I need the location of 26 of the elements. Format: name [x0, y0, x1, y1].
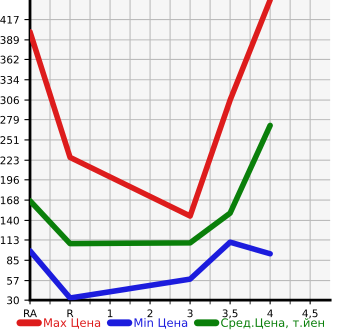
legend-label: Сред.Цена, т.йен: [221, 318, 324, 330]
x-tick-label: 3: [188, 309, 193, 318]
y-tick-label: 251: [0, 136, 19, 144]
x-tick-label: 4,5: [302, 310, 318, 318]
legend-label: Max Цена: [44, 318, 100, 329]
y-tick-label: 57: [7, 276, 19, 285]
y-tick-label: 417: [0, 16, 19, 24]
y-tick-label: 334: [0, 76, 20, 84]
y-tick-label: 113: [0, 236, 19, 244]
x-tick-label: 1: [108, 310, 112, 318]
y-tick-label: 140: [0, 216, 19, 225]
y-tick-label: 223: [0, 156, 19, 164]
y-tick-label: 196: [0, 176, 19, 184]
y-tick-label: 306: [0, 96, 19, 104]
x-tick-label: 3,5: [222, 309, 238, 318]
y-tick-label: 168: [0, 196, 19, 204]
y-tick-label: 30: [7, 296, 19, 304]
x-tick-label: 2: [148, 309, 152, 318]
x-tick-label: 4: [267, 310, 273, 318]
x-tick-label: RA: [24, 310, 37, 318]
y-tick-label: 362: [0, 56, 19, 64]
legend-label: Min Цена: [134, 318, 188, 329]
y-tick-label: 389: [0, 36, 19, 44]
y-tick-label: 279: [0, 116, 19, 124]
y-tick-label: 85: [7, 256, 19, 264]
x-tick-label: R: [67, 310, 74, 318]
